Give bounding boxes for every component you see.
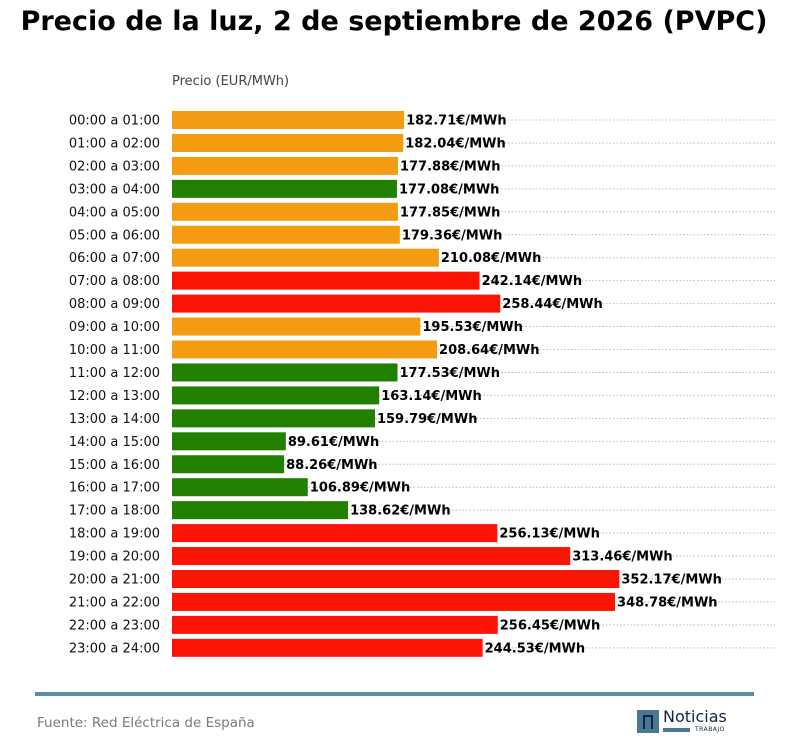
bar <box>172 202 398 221</box>
bar <box>172 317 421 336</box>
category-label: 05:00 a 06:00 <box>69 228 160 243</box>
value-label: 258.44€/MWh <box>502 297 603 312</box>
category-label: 07:00 a 08:00 <box>69 274 160 289</box>
value-label: 313.46€/MWh <box>572 550 673 565</box>
bar <box>172 111 405 129</box>
bar <box>172 225 400 244</box>
bar <box>172 409 375 428</box>
category-label: 00:00 a 01:00 <box>69 114 160 129</box>
value-label: 182.71€/MWh <box>406 114 507 129</box>
bar-chart: 00:00 a 01:00 182.71€/MWh 01:00 a 02:00 182… <box>69 111 775 657</box>
value-label: 89.61€/MWh <box>288 435 379 450</box>
bar <box>172 524 498 543</box>
value-label: 195.53€/MWh <box>422 320 522 335</box>
bar <box>172 386 380 405</box>
value-label: 88.26€/MWh <box>286 458 377 473</box>
bar <box>172 570 620 588</box>
value-label: 244.53€/MWh <box>485 641 586 656</box>
value-label: 177.88€/MWh <box>400 159 501 174</box>
value-label: 177.53€/MWh <box>400 366 501 381</box>
category-label: 12:00 a 13:00 <box>69 389 160 404</box>
bar <box>172 638 483 657</box>
bar <box>172 363 398 382</box>
bar <box>172 547 571 566</box>
bar <box>172 501 349 520</box>
chart-title: Precio de la luz, 2 de septiembre de 202… <box>20 6 768 37</box>
value-label: 208.64€/MWh <box>439 343 540 358</box>
bar <box>172 133 404 152</box>
value-label: 348.78€/MWh <box>617 595 718 610</box>
category-label: 20:00 a 21:00 <box>69 573 160 588</box>
category-label: 09:00 a 10:00 <box>69 320 160 335</box>
category-label: 19:00 a 20:00 <box>69 550 160 565</box>
value-label: 106.89€/MWh <box>310 481 411 496</box>
category-label: 03:00 a 04:00 <box>69 182 160 197</box>
category-label: 10:00 a 11:00 <box>69 343 160 358</box>
category-label: 15:00 a 16:00 <box>69 458 160 473</box>
value-label: 352.17€/MWh <box>621 573 722 588</box>
bar <box>172 271 480 290</box>
category-label: 14:00 a 15:00 <box>69 435 160 450</box>
category-label: 22:00 a 23:00 <box>69 618 160 633</box>
category-label: 21:00 a 22:00 <box>69 595 160 610</box>
category-label: 16:00 a 17:00 <box>69 481 160 496</box>
category-label: 23:00 a 24:00 <box>69 641 160 656</box>
footer-divider <box>35 692 754 696</box>
category-label: 13:00 a 14:00 <box>69 412 160 427</box>
axis-label: Precio (EUR/MWh) <box>172 74 290 89</box>
source-note: Fuente: Red Eléctrica de España <box>37 715 255 731</box>
brand-logo: Noticias TRABAJO <box>637 707 747 734</box>
category-label: 17:00 a 18:00 <box>69 504 160 519</box>
bar <box>172 294 501 313</box>
value-label: 179.36€/MWh <box>402 228 503 243</box>
bar <box>172 248 439 267</box>
bar <box>172 615 498 634</box>
value-label: 182.04€/MWh <box>405 136 506 151</box>
bar <box>172 156 398 175</box>
logo-text: Noticias <box>663 707 727 726</box>
category-label: 01:00 a 02:00 <box>69 136 160 151</box>
logo-mark-icon <box>637 710 659 733</box>
logo-accent-bar <box>663 728 690 732</box>
bar <box>172 340 438 359</box>
value-label: 159.79€/MWh <box>377 412 478 427</box>
value-label: 163.14€/MWh <box>381 389 482 404</box>
category-label: 11:00 a 12:00 <box>69 366 160 381</box>
value-label: 177.85€/MWh <box>400 205 501 220</box>
category-label: 06:00 a 07:00 <box>69 251 160 266</box>
value-label: 138.62€/MWh <box>350 504 451 519</box>
bar <box>172 455 285 474</box>
category-label: 02:00 a 03:00 <box>69 159 160 174</box>
bar <box>172 478 308 497</box>
category-label: 18:00 a 19:00 <box>69 527 160 542</box>
bar <box>172 592 616 611</box>
category-label: 08:00 a 09:00 <box>69 297 160 312</box>
logo-subtext: TRABAJO <box>695 726 725 733</box>
value-label: 177.08€/MWh <box>399 182 500 197</box>
bar <box>172 432 286 451</box>
category-label: 04:00 a 05:00 <box>69 205 160 220</box>
value-label: 210.08€/MWh <box>441 251 542 266</box>
value-label: 242.14€/MWh <box>482 274 583 289</box>
value-label: 256.45€/MWh <box>500 618 601 633</box>
bar <box>172 179 397 198</box>
value-label: 256.13€/MWh <box>499 527 600 542</box>
